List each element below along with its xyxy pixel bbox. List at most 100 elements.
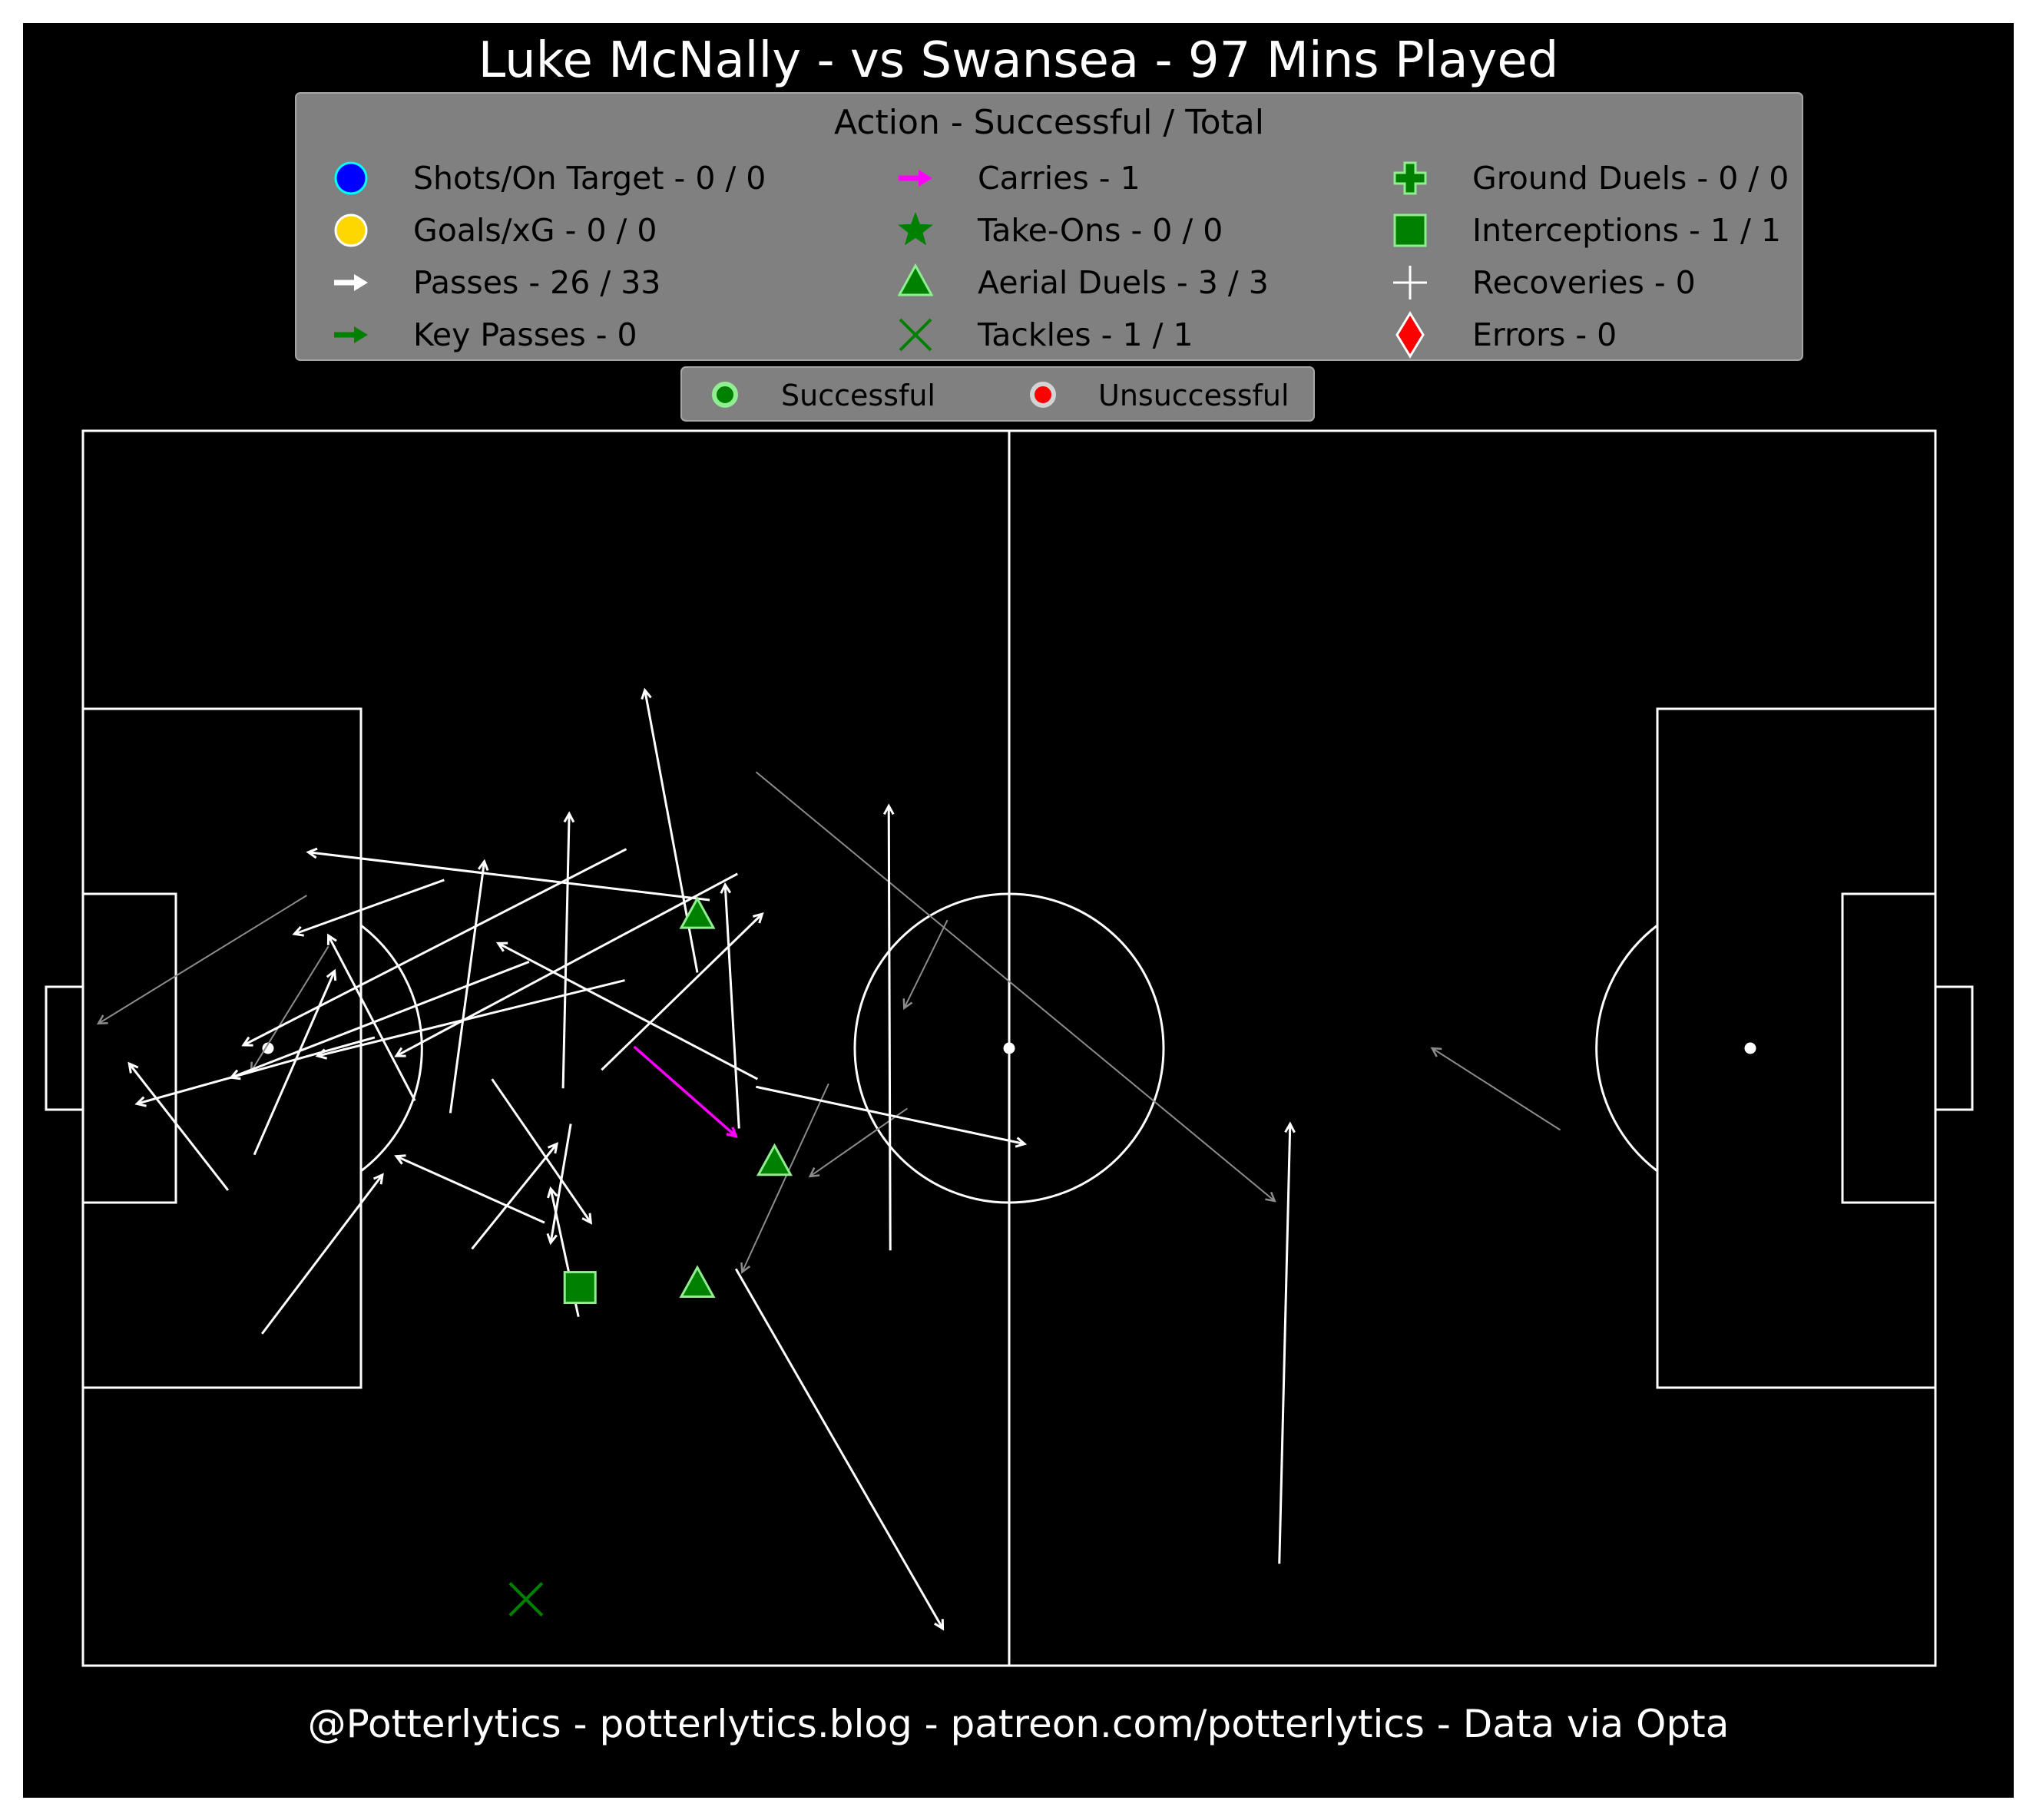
successful-pass-arrow (129, 1064, 230, 1191)
right-six-yard-box (1841, 892, 1937, 1204)
legend-entry-label: Aerial Duels - 3 / 3 (978, 264, 1269, 301)
left-penalty-arc (360, 924, 423, 1173)
interception-marker (563, 1271, 597, 1305)
legend-entry-label: Interceptions - 1 / 1 (1472, 212, 1781, 249)
outcome-legend: Successful Unsuccessful (680, 366, 1315, 422)
legend-box (295, 92, 1803, 361)
successful-marker-icon (712, 382, 738, 408)
legend-entry-label: Ground Duels - 0 / 0 (1472, 160, 1789, 197)
legend-entry-label: Carries - 1 (978, 160, 1140, 197)
star-green-icon (898, 212, 933, 246)
legend-entry: Tackles - 1 / 1 (899, 316, 1193, 353)
legend-entry: Passes - 26 / 33 (334, 264, 660, 301)
unsuccessful-pass-arrow (1430, 1047, 1561, 1131)
circle-gold-icon (334, 213, 368, 247)
diamond-red-icon (1395, 311, 1425, 359)
successful-pass-arrow (471, 1144, 558, 1250)
tackle-marker (508, 1582, 544, 1616)
legend-entry: Aerial Duels - 3 / 3 (897, 263, 1269, 301)
plus-white-icon (1393, 266, 1427, 299)
events-layer (96, 690, 1561, 1629)
successful-pass-arrow (329, 935, 416, 1102)
legend-entry-label: Key Passes - 0 (413, 316, 637, 353)
legend-entry-label: Recoveries - 0 (1472, 264, 1696, 301)
legend-entry: Key Passes - 0 (334, 316, 637, 353)
left-six-yard-box (81, 892, 177, 1204)
legend-entry: Ground Duels - 0 / 0 (1393, 160, 1789, 197)
legend-entry: Recoveries - 0 (1393, 264, 1696, 301)
arrow-magenta-icon (899, 170, 932, 187)
successful-pass-arrow (1278, 1123, 1290, 1564)
centre-spot (1003, 1042, 1015, 1054)
successful-pass-arrow (318, 979, 625, 1056)
circle-blue-icon (334, 161, 368, 195)
successful-pass-arrow (308, 852, 710, 902)
successful-pass-arrow (601, 914, 762, 1071)
unsuccessful-pass-arrow (755, 771, 1276, 1203)
aerial-duel-marker (679, 896, 716, 929)
unsuccessful-pass-arrow (740, 1083, 829, 1274)
outcome-legend-box (680, 366, 1315, 422)
legend-entry-label: Take-Ons - 0 / 0 (977, 212, 1223, 249)
chart-frame: Luke McNally - vs Swansea - 97 Mins Play… (23, 23, 2014, 1798)
right-penalty-area (1656, 707, 1937, 1389)
legend-entry: Errors - 0 (1395, 311, 1617, 359)
left-penalty-area (81, 707, 363, 1389)
pitch (45, 429, 1974, 1667)
arrow-green-icon (334, 326, 368, 343)
legend-entry-label: Goals/xG - 0 / 0 (413, 212, 657, 249)
successful-pass-arrow (561, 813, 569, 1089)
plus-green-icon (1393, 161, 1427, 195)
legend-entry: Take-Ons - 0 / 0 (898, 212, 1223, 249)
successful-pass-arrow (725, 885, 740, 1129)
x-green-icon (899, 318, 932, 352)
arrow-white-icon (334, 274, 368, 291)
successful-pass-arrow (253, 971, 335, 1156)
successful-pass-arrow (137, 1036, 376, 1104)
legend-entry: Shots/On Target - 0 / 0 (334, 160, 766, 197)
successful-pass-arrow (260, 1175, 382, 1335)
successful-pass-arrow (756, 1085, 1025, 1143)
successful-pass-arrow (498, 943, 759, 1080)
carry-arrow (633, 1045, 737, 1137)
unsuccessful-pass-arrow (902, 919, 948, 1011)
successful-pass-arrow (294, 879, 445, 934)
legend-entry-label: Errors - 0 (1472, 316, 1617, 353)
successful-pass-arrow (231, 961, 530, 1077)
right-goal (1934, 985, 1974, 1111)
centre-circle (853, 892, 1165, 1204)
aerial-duel-marker (679, 1265, 716, 1299)
left-goal (45, 985, 84, 1111)
unsuccessful-pass-arrow (250, 945, 329, 1074)
successful-pass-arrow (396, 1157, 545, 1224)
successful-pass-arrow (551, 1123, 572, 1243)
aerial-duel-marker (756, 1143, 793, 1176)
legend: Action - Successful / Total Shots/On Tar… (295, 92, 1803, 361)
triangle-green-icon (897, 263, 934, 296)
unsuccessful-label: Unsuccessful (1098, 379, 1289, 412)
right-penalty-spot (1744, 1042, 1756, 1054)
footer-credit: @Potterlytics - potterlytics.blog - patr… (308, 1702, 1730, 1746)
successful-pass-arrow (889, 806, 890, 1251)
legend-entry-label: Passes - 26 / 33 (413, 264, 660, 301)
legend-entry: Interceptions - 1 / 1 (1393, 212, 1781, 249)
legend-entry-label: Tackles - 1 / 1 (977, 316, 1193, 353)
right-penalty-arc (1595, 924, 1658, 1173)
legend-entry-label: Shots/On Target - 0 / 0 (413, 160, 766, 197)
legend-entries: Shots/On Target - 0 / 0 Goals/xG - 0 / 0 P… (334, 160, 1789, 359)
successful-pass-arrow (491, 1078, 591, 1223)
successful-pass-arrow (645, 690, 699, 973)
legend-entry: Carries - 1 (899, 160, 1140, 197)
successful-label: Successful (781, 379, 935, 412)
legend-entry: Goals/xG - 0 / 0 (334, 212, 657, 249)
successful-pass-arrow (449, 862, 484, 1114)
unsuccessful-pass-arrow (808, 1107, 908, 1178)
unsuccessful-marker-icon (1030, 382, 1056, 408)
square-green-icon (1393, 213, 1427, 247)
unsuccessful-pass-arrow (96, 895, 307, 1025)
successful-pass-arrow (734, 1268, 942, 1628)
legend-title: Action - Successful / Total (834, 103, 1264, 142)
successful-pass-arrow (243, 848, 627, 1045)
chart-title: Luke McNally - vs Swansea - 97 Mins Play… (478, 32, 1559, 89)
chart-svg: Luke McNally - vs Swansea - 97 Mins Play… (45, 32, 1974, 1746)
